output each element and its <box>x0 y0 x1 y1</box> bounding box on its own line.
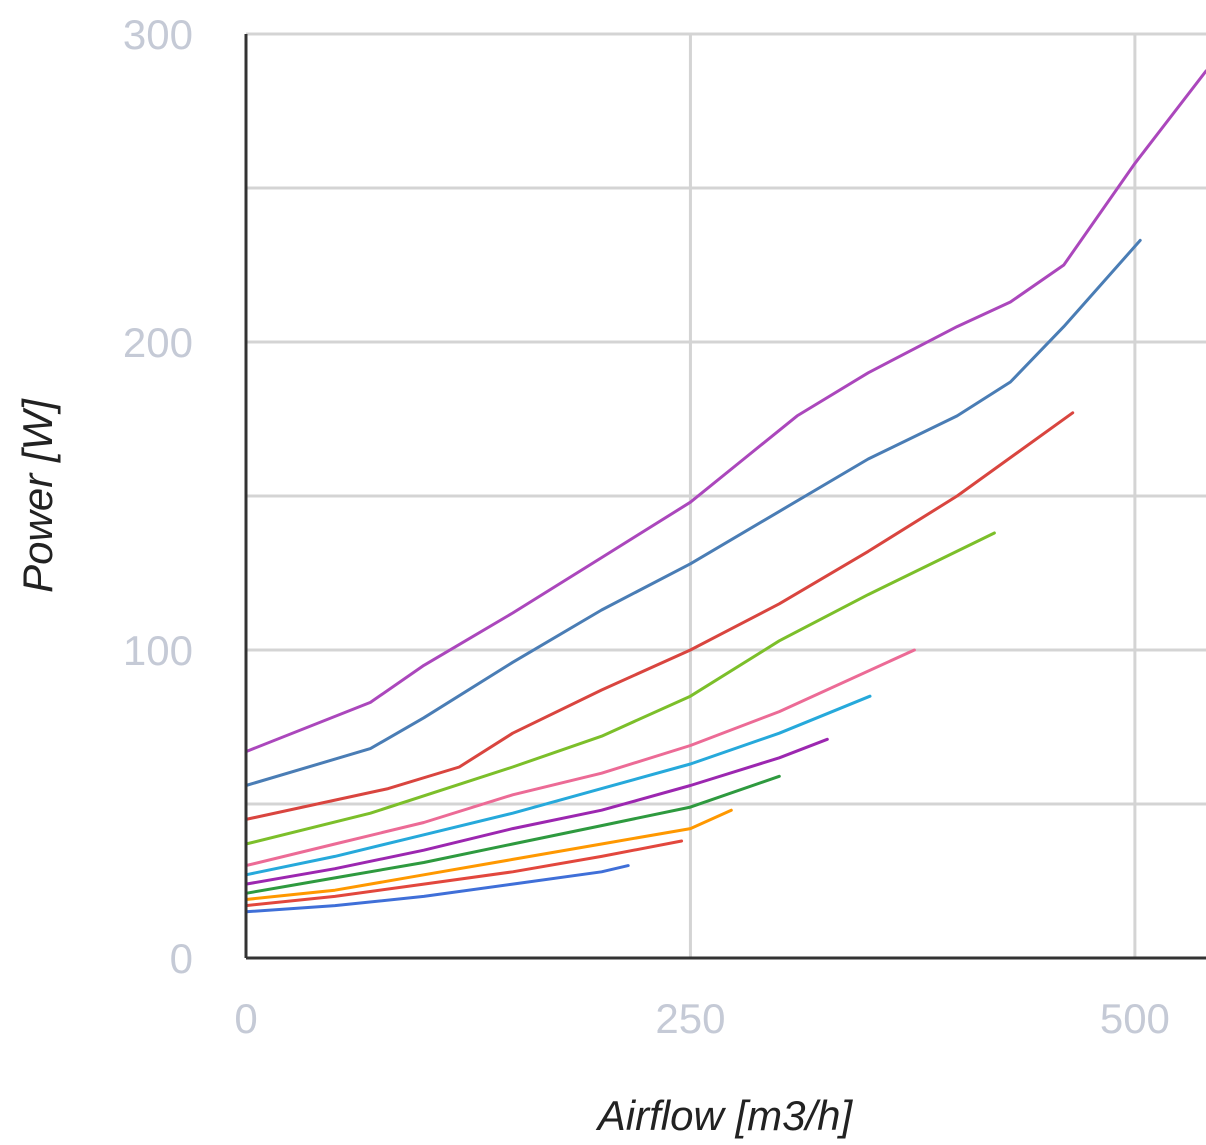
axes-layer <box>244 34 1206 960</box>
x-tick-label: 0 <box>234 995 257 1042</box>
labels-layer: 0 100 200 300 0 250 500 <box>123 11 1170 1042</box>
y-tick-label: 200 <box>123 319 193 366</box>
x-tick-label: 500 <box>1100 995 1170 1042</box>
series-line-5 <box>244 648 916 868</box>
series-line-8 <box>244 774 781 895</box>
series-line-2 <box>244 238 1142 787</box>
y-tick-label: 300 <box>123 11 193 58</box>
series-line-1 <box>244 69 1206 754</box>
y-tick-label: 100 <box>123 627 193 674</box>
series-line-7 <box>244 737 829 886</box>
series-line-3 <box>244 411 1075 821</box>
y-tick-label: 0 <box>170 935 193 982</box>
x-tick-label: 250 <box>655 995 725 1042</box>
series-line-9 <box>244 808 733 901</box>
y-axis-title: Power [W] <box>14 398 61 593</box>
series-line-4 <box>244 531 996 846</box>
x-axis-title: Airflow [m3/h] <box>595 1092 854 1139</box>
grid-layer <box>246 32 1206 958</box>
series-line-11 <box>244 864 630 914</box>
series-line-6 <box>244 694 872 877</box>
series-line-10 <box>244 839 684 908</box>
series-layer <box>244 69 1206 914</box>
